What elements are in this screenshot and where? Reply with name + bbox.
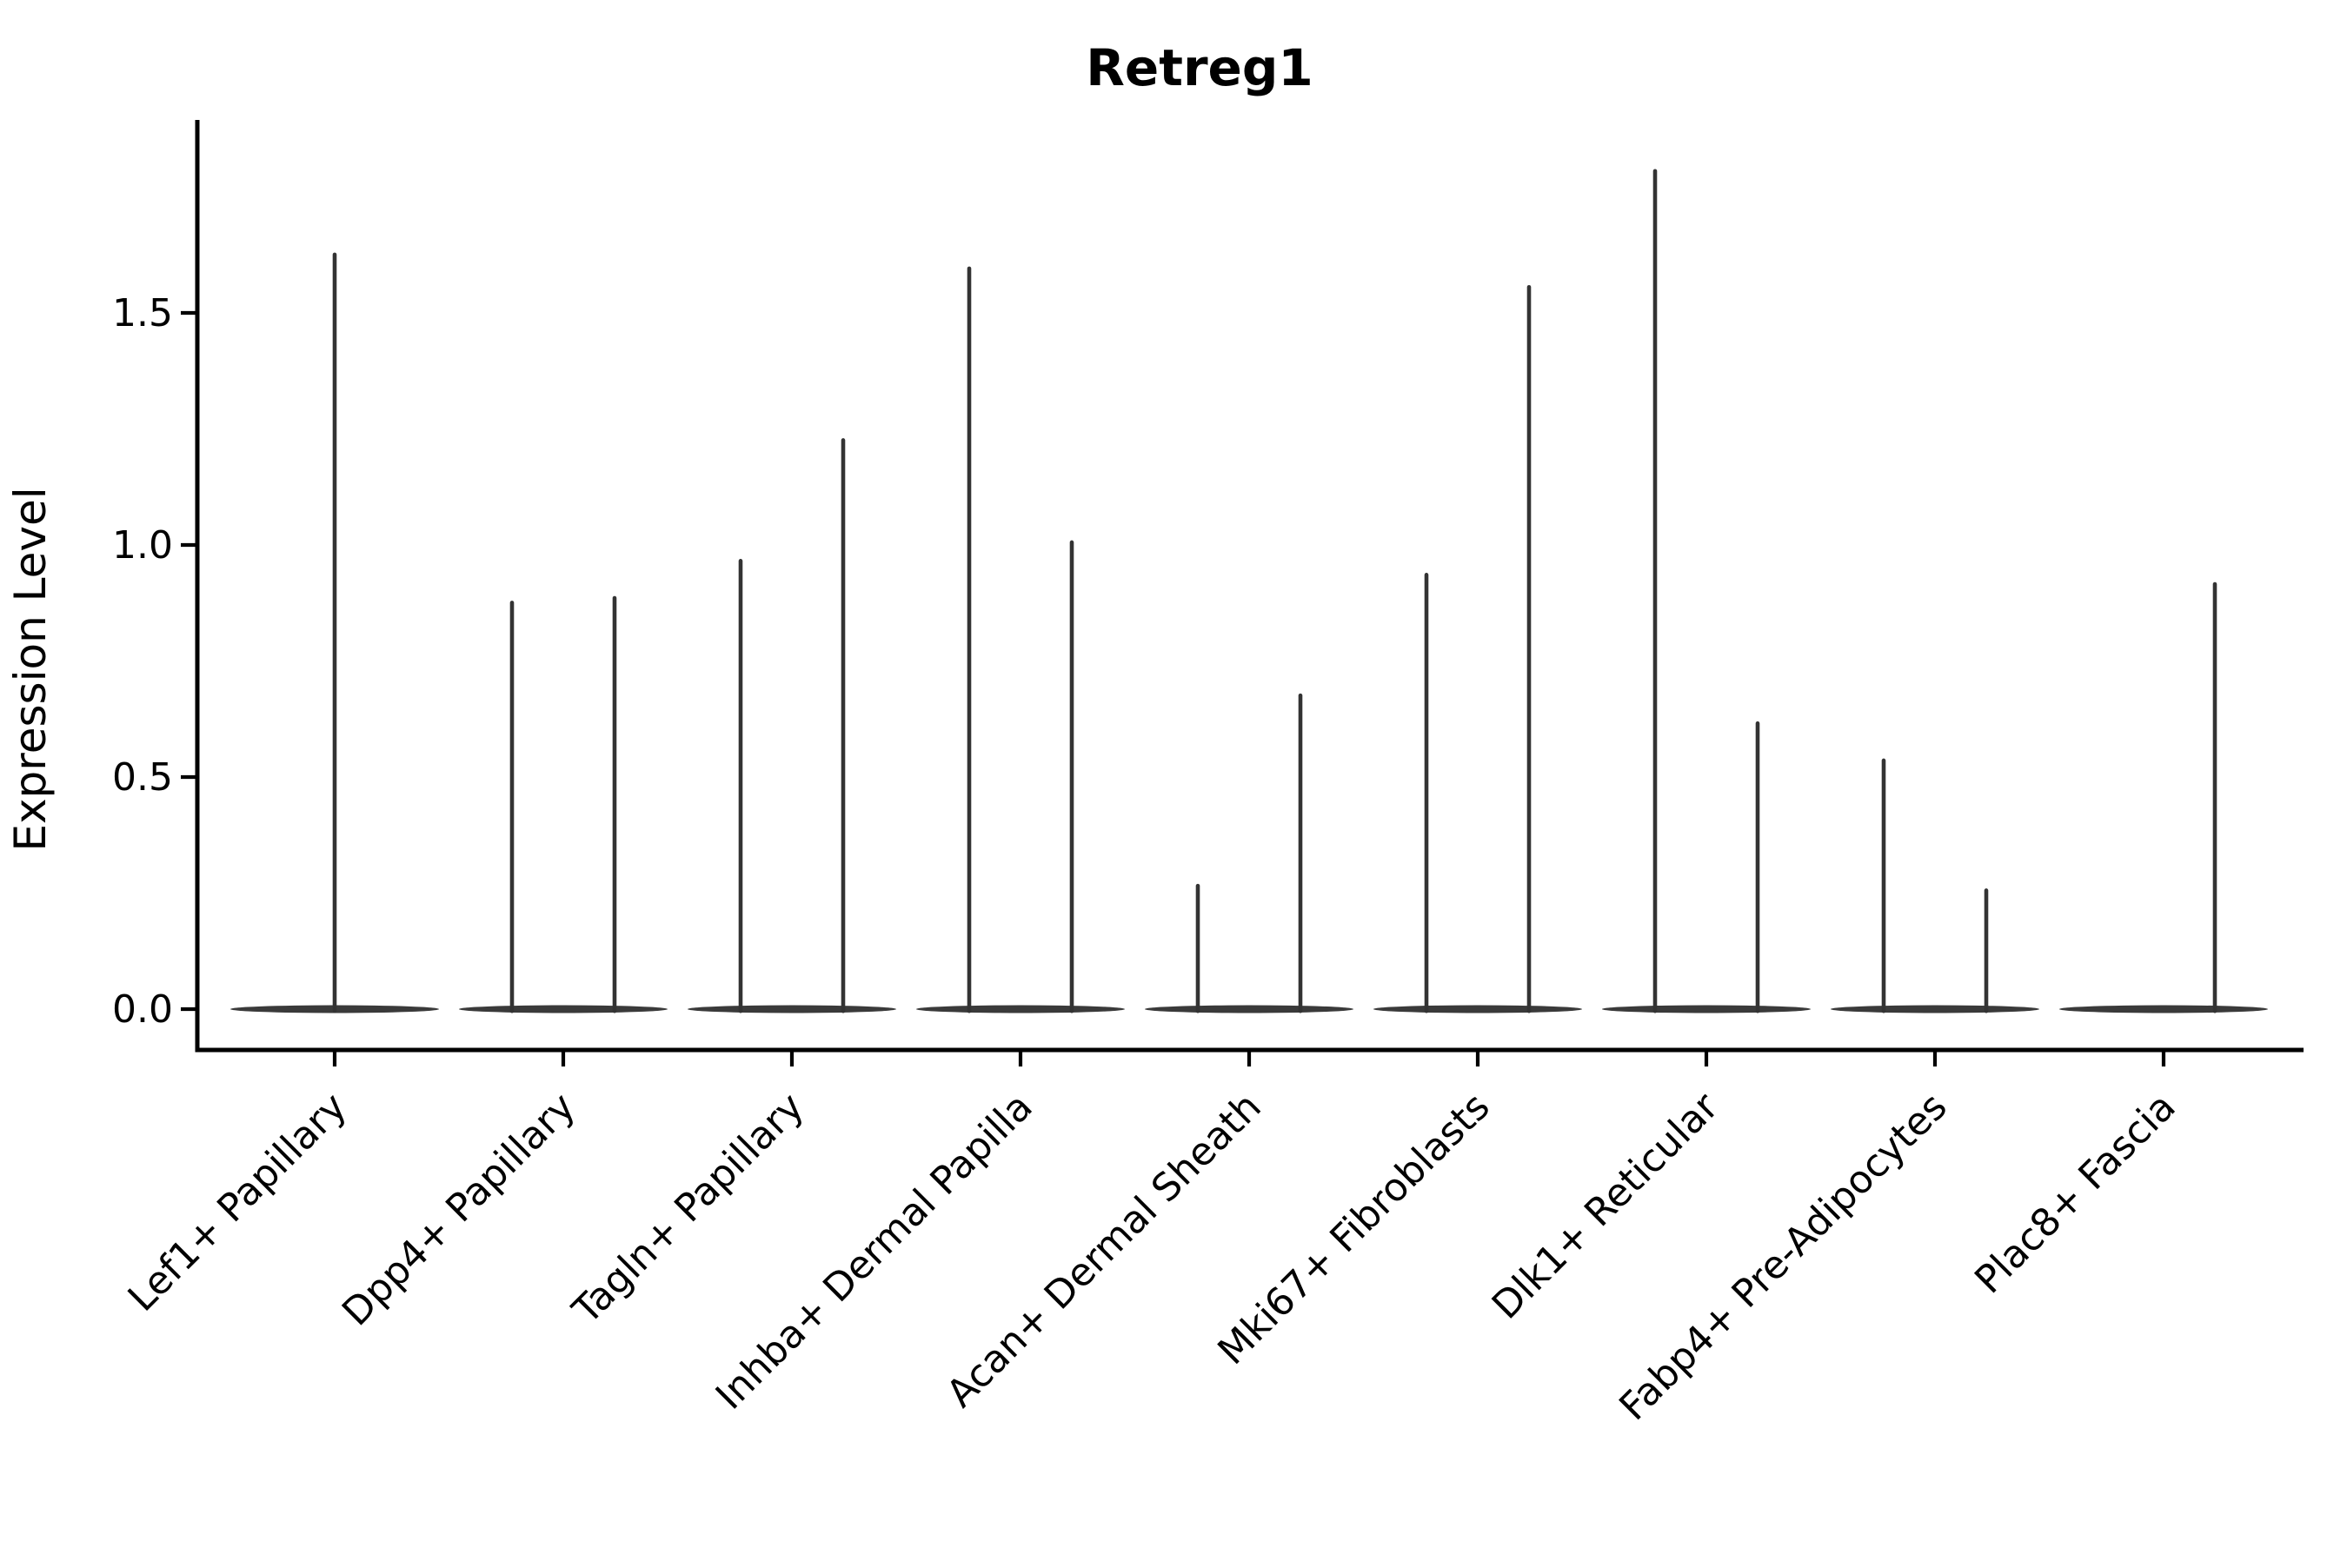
violin-spike (1069, 540, 1074, 1013)
violin-spike (967, 266, 972, 1013)
y-axis-label: Expression Level (5, 487, 56, 851)
x-tick-label: Plac8+ Fascia (1966, 1085, 2184, 1303)
violin-base (688, 1005, 896, 1013)
violin-base (1373, 1005, 1582, 1013)
y-tick-label: 1.0 (112, 523, 173, 568)
x-tick-label: Lef1+ Papillary (120, 1085, 356, 1320)
violin-spike (1755, 721, 1760, 1013)
violin-spike (1424, 573, 1429, 1013)
violin-base (1602, 1005, 1811, 1013)
violin-spike (612, 595, 617, 1013)
violin-spike (1984, 888, 1989, 1013)
violin-base (459, 1005, 668, 1013)
plot-title: Retreg1 (1086, 38, 1313, 97)
violin-spike (2212, 581, 2217, 1013)
violin-spike (509, 601, 515, 1013)
violin-spike (332, 252, 337, 1013)
violin-spike (1652, 169, 1658, 1013)
x-tick-label: Dpp4+ Papillary (334, 1085, 584, 1335)
violin-spike (738, 559, 743, 1013)
violin-spike (1195, 883, 1200, 1013)
y-tick-label: 0.0 (112, 987, 173, 1032)
x-tick-label: Dlk1+ Reticular (1484, 1084, 1728, 1328)
y-tick-label: 0.5 (112, 755, 173, 800)
violin-spike (1298, 693, 1303, 1013)
y-tick-label: 1.5 (112, 291, 173, 336)
x-tick-label: Tagln+ Papillary (564, 1085, 813, 1333)
violin-base (1831, 1005, 2039, 1013)
violin-base (916, 1005, 1125, 1013)
violin-spike (841, 438, 846, 1013)
violin-spike (1526, 284, 1532, 1013)
violin-base (2059, 1005, 2268, 1013)
violin-base (1145, 1005, 1353, 1013)
violin-spike (1881, 758, 1886, 1013)
